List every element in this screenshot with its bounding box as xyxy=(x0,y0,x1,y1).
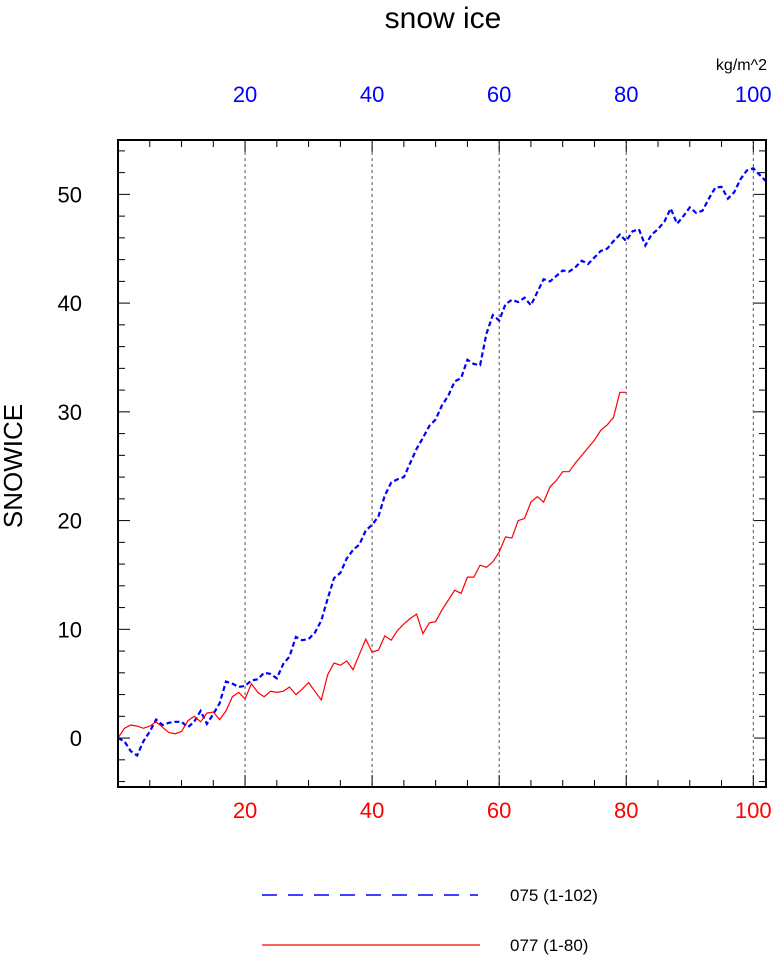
y-tick-label: 10 xyxy=(58,617,82,642)
series-line-075 xyxy=(117,167,767,758)
y-tick-label: 20 xyxy=(58,509,82,534)
plot-frame xyxy=(117,139,767,788)
legend: 075 (1-102) 077 (1-80) xyxy=(262,886,598,955)
y-tick-label: 50 xyxy=(58,182,82,207)
top-axis-labels: 20 40 60 80 100 xyxy=(233,82,772,107)
y-tick-label: 0 xyxy=(70,726,82,751)
legend-label-077: 077 (1-80) xyxy=(510,936,588,955)
chart-title: snow ice xyxy=(385,2,502,35)
bottom-tick-label: 40 xyxy=(360,798,384,823)
y-tick-label: 30 xyxy=(58,400,82,425)
series-lines xyxy=(117,167,767,758)
top-tick-label: 100 xyxy=(735,82,772,107)
top-tick-label: 20 xyxy=(233,82,257,107)
grid-lines xyxy=(244,140,754,787)
y-axis-label: SNOWICE xyxy=(0,404,28,528)
top-tick-label: 80 xyxy=(614,82,638,107)
y-axis-tick-labels: 0 10 20 30 40 50 xyxy=(58,182,82,751)
bottom-axis-labels: 20 40 60 80 100 xyxy=(233,798,772,823)
bottom-tick-label: 80 xyxy=(614,798,638,823)
top-tick-label: 40 xyxy=(360,82,384,107)
y-tick-label: 40 xyxy=(58,291,82,316)
bottom-tick-label: 100 xyxy=(735,798,772,823)
bottom-tick-label: 20 xyxy=(233,798,257,823)
top-tick-label: 60 xyxy=(487,82,511,107)
top-axis-units: kg/m^2 xyxy=(716,57,767,74)
series-line-077 xyxy=(117,391,627,739)
axis-ticks xyxy=(118,140,766,787)
bottom-tick-label: 60 xyxy=(487,798,511,823)
legend-label-075: 075 (1-102) xyxy=(510,886,598,905)
